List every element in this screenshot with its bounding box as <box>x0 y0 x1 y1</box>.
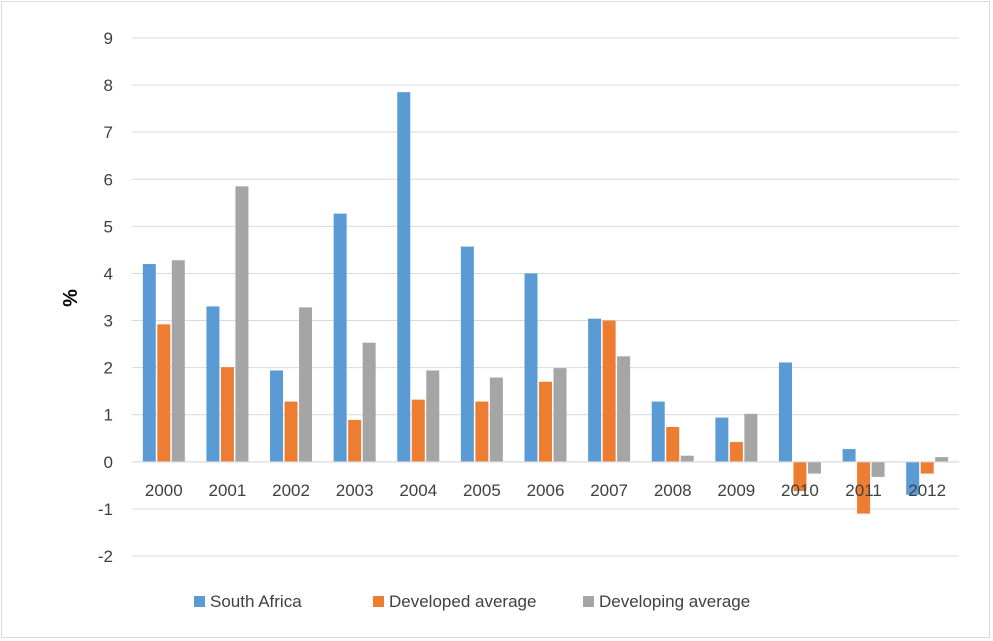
legend-label: South Africa <box>210 592 302 611</box>
legend-swatch <box>583 596 594 607</box>
x-tick-label: 2012 <box>908 481 946 500</box>
bar-developing-average-2009 <box>744 413 758 462</box>
x-tick-label: 2002 <box>272 481 310 500</box>
bar-south-africa-2005 <box>460 246 474 462</box>
bar-south-africa-2004 <box>397 92 411 462</box>
bar-developed-average-2001 <box>220 367 234 462</box>
x-tick-label: 2011 <box>845 481 882 500</box>
bar-south-africa-2007 <box>588 318 602 462</box>
legend-swatch <box>194 596 205 607</box>
bar-south-africa-2000 <box>142 264 156 462</box>
bars <box>142 92 949 514</box>
y-tick-label: -1 <box>98 500 113 519</box>
y-tick-label: 7 <box>104 123 113 142</box>
legend-item: Developing average <box>583 592 750 611</box>
y-tick-label: 9 <box>104 29 113 48</box>
bar-developed-average-2009 <box>729 442 743 462</box>
bar-developed-average-2002 <box>284 401 298 462</box>
bar-south-africa-2001 <box>206 306 220 462</box>
bar-developing-average-2001 <box>235 186 249 462</box>
bar-south-africa-2008 <box>651 401 665 462</box>
x-tick-label: 2000 <box>145 481 183 500</box>
y-tick-label: 0 <box>104 453 113 472</box>
bar-developed-average-2011 <box>857 461 871 514</box>
x-tick-label: 2005 <box>463 481 501 500</box>
x-tick-label: 2001 <box>209 481 247 500</box>
bar-south-africa-2009 <box>715 417 729 462</box>
y-tick-label: 5 <box>104 217 113 236</box>
bar-developed-average-2000 <box>157 324 171 462</box>
y-tick-label: 6 <box>104 170 113 189</box>
bar-developing-average-2004 <box>426 370 440 462</box>
x-tick-label: 2004 <box>399 481 437 500</box>
bar-south-africa-2010 <box>778 362 792 462</box>
bar-developing-average-2002 <box>299 307 313 462</box>
bar-developing-average-2011 <box>871 461 885 477</box>
y-tick-label: 1 <box>104 406 113 425</box>
bar-developing-average-2006 <box>553 368 567 462</box>
y-tick-label: -2 <box>98 547 113 566</box>
bar-developing-average-2010 <box>807 461 821 474</box>
legend: South Africa Developed average Developing … <box>194 592 750 611</box>
legend-label: Developed average <box>389 592 536 611</box>
bar-developed-average-2008 <box>666 426 680 462</box>
bar-developed-average-2006 <box>539 381 552 462</box>
bar-developed-average-2003 <box>348 419 362 462</box>
bar-developed-average-2004 <box>411 399 425 462</box>
y-tick-label: 8 <box>104 76 113 95</box>
x-tick-label: 2006 <box>527 481 565 500</box>
x-tick-label: 2007 <box>590 481 628 500</box>
y-tick-label: 3 <box>104 312 113 331</box>
x-axis-ticks: 2000 2001 2002 2003 2004 2005 2006 2007 2008 2009… <box>145 481 946 500</box>
bar-developed-average-2010 <box>793 461 807 492</box>
bar-south-africa-2012 <box>906 461 920 495</box>
legend-swatch <box>373 596 384 607</box>
x-tick-label: 2009 <box>717 481 755 500</box>
legend-label: Developing average <box>599 592 750 611</box>
bar-developing-average-2005 <box>489 377 503 462</box>
bar-developing-average-2008 <box>680 455 694 462</box>
y-axis-ticks: -2 -1 0 1 2 3 4 5 6 7 8 9 <box>98 29 113 566</box>
y-axis-title: % <box>60 289 82 307</box>
bar-south-africa-2002 <box>270 370 284 462</box>
x-tick-label: 2003 <box>336 481 374 500</box>
bar-developing-average-2007 <box>617 356 631 462</box>
bar-developed-average-2005 <box>475 401 489 462</box>
bar-developing-average-2003 <box>362 342 376 462</box>
bar-south-africa-2011 <box>842 449 856 462</box>
x-tick-label: 2010 <box>781 481 819 500</box>
bar-developed-average-2007 <box>602 320 616 462</box>
bar-south-africa-2006 <box>524 273 538 462</box>
x-tick-label: 2008 <box>654 481 692 500</box>
legend-item: Developed average <box>373 592 536 611</box>
y-tick-label: 4 <box>104 264 113 283</box>
bar-developed-average-2012 <box>920 461 934 474</box>
y-tick-label: 2 <box>104 359 113 378</box>
bar-south-africa-2003 <box>333 213 347 462</box>
gridlines <box>132 37 959 557</box>
bar-developing-average-2012 <box>935 457 949 462</box>
legend-item: South Africa <box>194 592 302 611</box>
bar-developing-average-2000 <box>171 260 185 462</box>
